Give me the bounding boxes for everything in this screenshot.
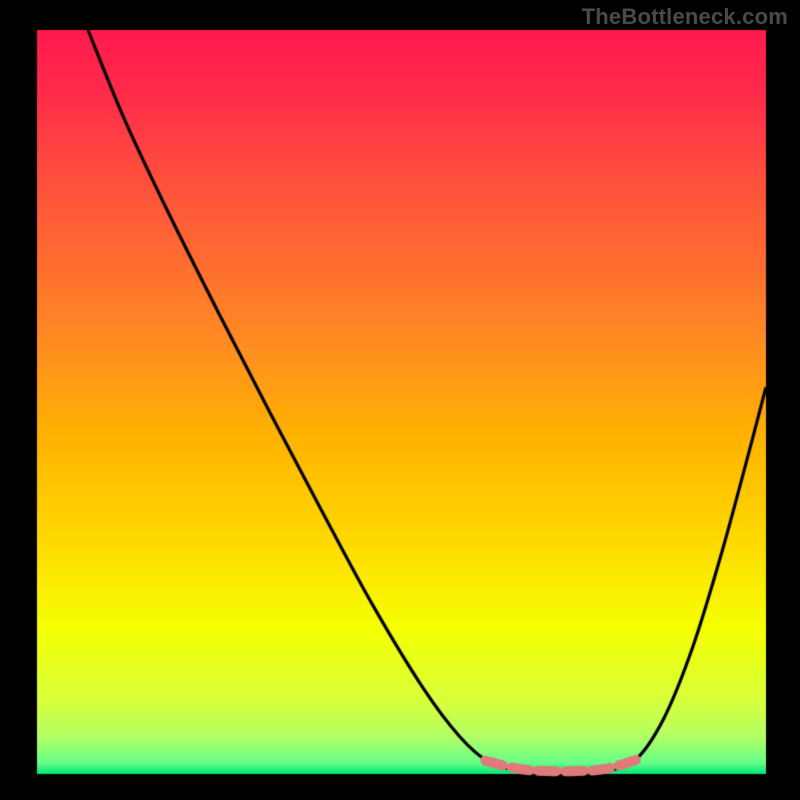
bottleneck-chart <box>0 0 800 800</box>
chart-stage: TheBottleneck.com <box>0 0 800 800</box>
